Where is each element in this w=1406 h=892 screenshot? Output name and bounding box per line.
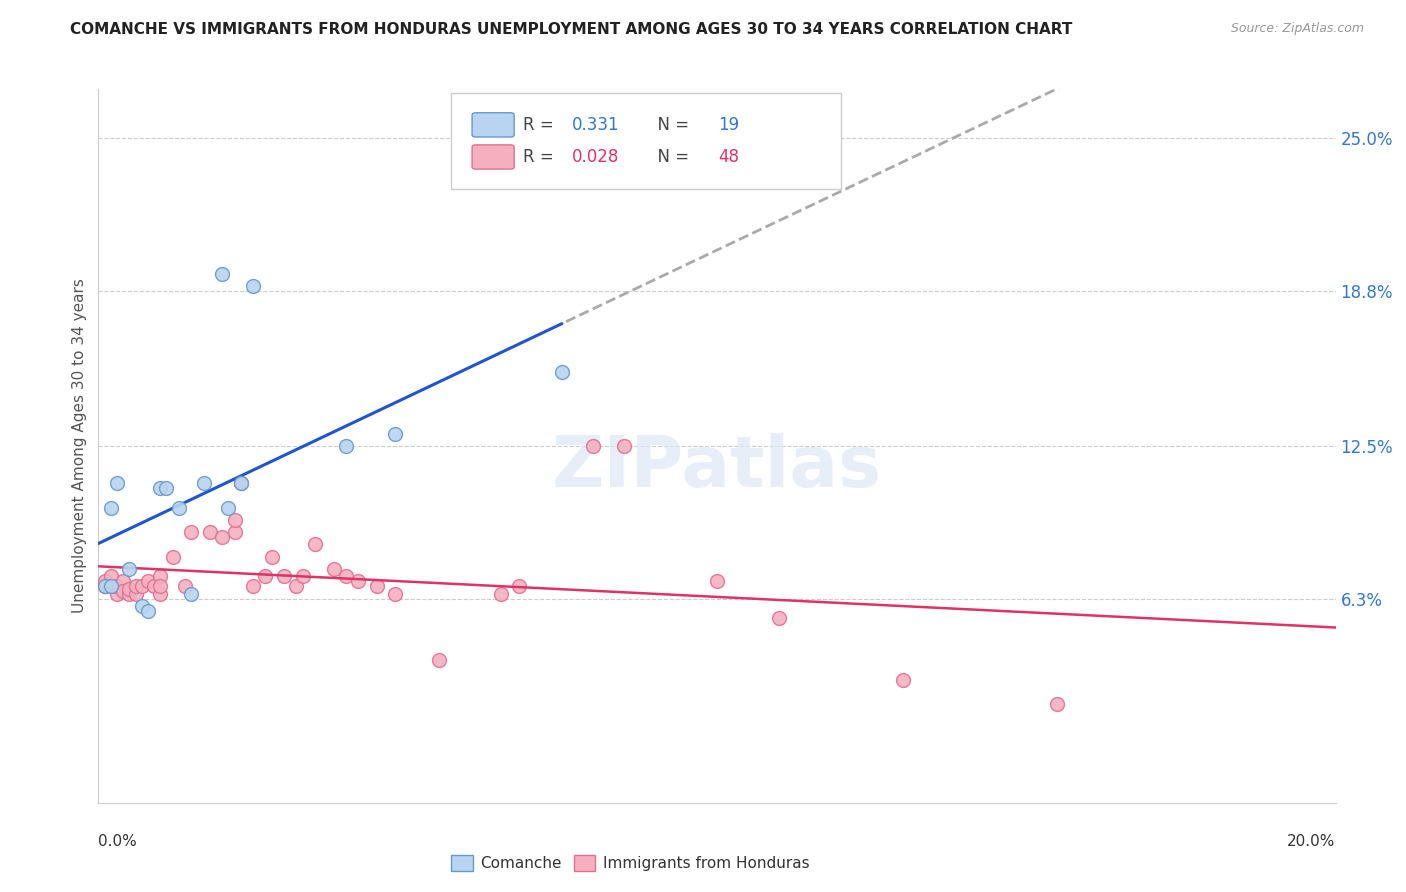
Point — [118, 582, 141, 596]
Point — [149, 587, 172, 601]
Point — [149, 481, 172, 495]
Point — [112, 574, 135, 589]
Point — [180, 587, 202, 601]
Point — [706, 574, 728, 589]
Point — [131, 579, 153, 593]
Point — [551, 365, 574, 379]
Point — [224, 513, 246, 527]
Point — [384, 587, 406, 601]
Point — [242, 579, 264, 593]
Point — [124, 579, 146, 593]
Point — [291, 569, 314, 583]
Text: 0.0%: 0.0% — [98, 834, 138, 849]
Point — [229, 475, 252, 490]
Point — [260, 549, 283, 564]
Point — [167, 500, 190, 515]
Text: 48: 48 — [718, 148, 740, 166]
Point — [136, 574, 159, 589]
Point — [335, 439, 357, 453]
Point — [347, 574, 370, 589]
Point — [285, 579, 308, 593]
Point — [162, 549, 184, 564]
Point — [508, 579, 530, 593]
Text: 0.028: 0.028 — [572, 148, 620, 166]
Point — [105, 475, 128, 490]
Point — [105, 587, 128, 601]
Point — [304, 537, 326, 551]
Point — [224, 525, 246, 540]
Point — [93, 579, 115, 593]
Point — [143, 579, 166, 593]
Point — [112, 584, 135, 599]
Point — [273, 569, 295, 583]
Text: 20.0%: 20.0% — [1288, 834, 1336, 849]
Point — [582, 439, 605, 453]
Point — [613, 439, 636, 453]
Y-axis label: Unemployment Among Ages 30 to 34 years: Unemployment Among Ages 30 to 34 years — [72, 278, 87, 614]
Text: 0.331: 0.331 — [572, 116, 620, 134]
Legend: Comanche, Immigrants from Honduras: Comanche, Immigrants from Honduras — [446, 849, 815, 877]
Point — [229, 475, 252, 490]
Point — [366, 579, 388, 593]
Point — [489, 587, 512, 601]
Point — [124, 587, 146, 601]
Text: Source: ZipAtlas.com: Source: ZipAtlas.com — [1230, 22, 1364, 36]
Point — [155, 481, 177, 495]
Point — [100, 579, 122, 593]
FancyBboxPatch shape — [472, 112, 515, 137]
Point — [131, 599, 153, 613]
Point — [322, 562, 344, 576]
Text: R =: R = — [523, 148, 558, 166]
Point — [100, 569, 122, 583]
Text: R =: R = — [523, 116, 558, 134]
Point — [335, 569, 357, 583]
Point — [105, 579, 128, 593]
FancyBboxPatch shape — [451, 93, 841, 189]
Point — [217, 500, 239, 515]
Point — [93, 574, 115, 589]
Point — [211, 267, 233, 281]
Point — [118, 562, 141, 576]
Point — [1046, 698, 1069, 712]
Point — [180, 525, 202, 540]
FancyBboxPatch shape — [472, 145, 515, 169]
Point — [174, 579, 197, 593]
Point — [198, 525, 221, 540]
Text: ZIPatlas: ZIPatlas — [553, 433, 882, 502]
Point — [891, 673, 914, 687]
Point — [384, 426, 406, 441]
Point — [427, 653, 450, 667]
Text: N =: N = — [647, 148, 695, 166]
Point — [118, 587, 141, 601]
Point — [149, 579, 172, 593]
Text: COMANCHE VS IMMIGRANTS FROM HONDURAS UNEMPLOYMENT AMONG AGES 30 TO 34 YEARS CORR: COMANCHE VS IMMIGRANTS FROM HONDURAS UNE… — [70, 22, 1073, 37]
Point — [149, 569, 172, 583]
Text: N =: N = — [647, 116, 695, 134]
Point — [100, 579, 122, 593]
Point — [193, 475, 215, 490]
Point — [93, 579, 115, 593]
Point — [254, 569, 277, 583]
Point — [211, 530, 233, 544]
Point — [768, 611, 790, 625]
Point — [100, 500, 122, 515]
Point — [242, 279, 264, 293]
Point — [136, 604, 159, 618]
Point — [93, 579, 115, 593]
Text: 19: 19 — [718, 116, 740, 134]
